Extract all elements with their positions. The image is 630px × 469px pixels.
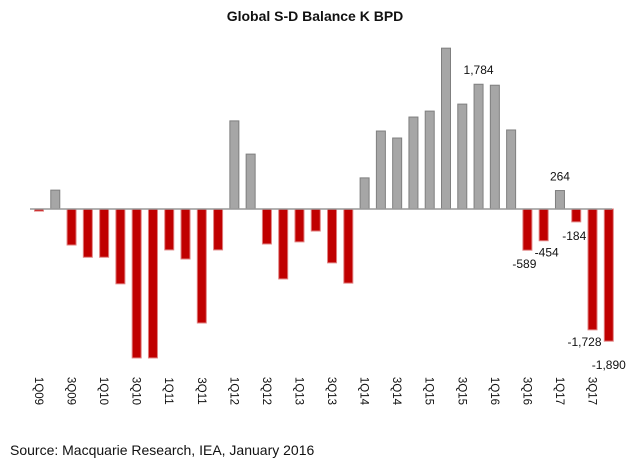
x-tick-label: 1Q16 bbox=[488, 377, 500, 405]
bar-3Q16 bbox=[522, 208, 533, 251]
bar-3Q13 bbox=[327, 208, 338, 264]
x-tick-label: 1Q11 bbox=[162, 377, 174, 404]
data-label: -1,728 bbox=[568, 335, 602, 349]
bar-4Q16 bbox=[538, 208, 549, 242]
bar-4Q09 bbox=[82, 208, 93, 258]
data-label: -1,890 bbox=[592, 358, 626, 372]
bar-4Q10 bbox=[147, 208, 158, 359]
bar-2Q15 bbox=[441, 47, 451, 210]
bar-1Q17 bbox=[554, 190, 565, 210]
source-note: Source: Macquarie Research, IEA, January… bbox=[10, 442, 315, 458]
x-tick-label: 1Q14 bbox=[358, 377, 370, 406]
bar-4Q11 bbox=[213, 208, 224, 251]
bar-4Q14 bbox=[408, 116, 419, 210]
bar-2Q14 bbox=[375, 130, 386, 210]
data-label: 264 bbox=[550, 170, 570, 184]
x-tick-label: 3Q16 bbox=[520, 377, 532, 405]
bar-1Q10 bbox=[99, 208, 110, 258]
x-tick-label: 3Q17 bbox=[586, 377, 598, 405]
bar-3Q09 bbox=[66, 208, 77, 246]
data-label: -454 bbox=[535, 246, 559, 260]
bar-3Q15 bbox=[457, 103, 468, 210]
bar-2Q17 bbox=[571, 208, 582, 223]
data-label: -589 bbox=[512, 257, 536, 271]
bar-2Q09 bbox=[50, 189, 61, 210]
x-tick-labels-group: 1Q09 3Q09 1Q10 3Q10 1Q11 3Q11 1Q12 3Q12 1Q13 3Q13… bbox=[32, 377, 598, 406]
x-tick-label: 3Q13 bbox=[325, 377, 337, 405]
chart-title: Global S-D Balance K BPD bbox=[226, 8, 404, 24]
x-tick-label: 3Q15 bbox=[455, 377, 467, 405]
bar-2Q12 bbox=[245, 153, 256, 210]
bar-3Q10 bbox=[131, 208, 142, 359]
bar-2Q11 bbox=[180, 208, 191, 260]
x-tick-label: 3Q11 bbox=[195, 377, 207, 404]
bar-3Q14 bbox=[392, 137, 403, 210]
bar-3Q11 bbox=[196, 208, 207, 324]
bar-1Q11 bbox=[164, 208, 175, 251]
data-label: 1,784 bbox=[464, 63, 494, 77]
bar-1Q12 bbox=[229, 120, 240, 210]
x-tick-label: 1Q13 bbox=[292, 377, 304, 405]
bar-1Q14 bbox=[359, 177, 370, 210]
x-tick-label: 3Q12 bbox=[260, 377, 272, 405]
bar-3Q17 bbox=[587, 208, 598, 331]
bar-2Q13 bbox=[310, 208, 321, 232]
x-tick-label: 1Q09 bbox=[32, 377, 44, 405]
data-labels-group: 1,784 -589-454 264 -184 -1,728 -1,890 bbox=[464, 63, 627, 372]
x-tick-label: 1Q17 bbox=[553, 377, 565, 405]
x-tick-label: 1Q15 bbox=[423, 377, 435, 405]
bar-4Q12 bbox=[278, 208, 289, 280]
x-tick-label: 1Q12 bbox=[227, 377, 239, 405]
x-tick-label: 3Q10 bbox=[130, 377, 142, 405]
bar-1Q16 bbox=[489, 84, 500, 210]
x-tick-label: 3Q09 bbox=[65, 377, 77, 405]
bar-4Q17 bbox=[603, 208, 614, 342]
bar-4Q15 bbox=[473, 83, 484, 210]
bar-3Q12 bbox=[261, 208, 272, 245]
bar-2Q10 bbox=[115, 208, 126, 285]
bar-1Q15 bbox=[424, 110, 435, 210]
x-tick-label: 1Q10 bbox=[97, 377, 109, 405]
bar-4Q13 bbox=[343, 208, 354, 284]
bar-1Q13 bbox=[294, 208, 305, 243]
bar-2Q16 bbox=[506, 129, 517, 210]
data-label: -184 bbox=[562, 229, 586, 243]
x-tick-label: 3Q14 bbox=[390, 377, 402, 406]
bars-group bbox=[34, 47, 614, 359]
